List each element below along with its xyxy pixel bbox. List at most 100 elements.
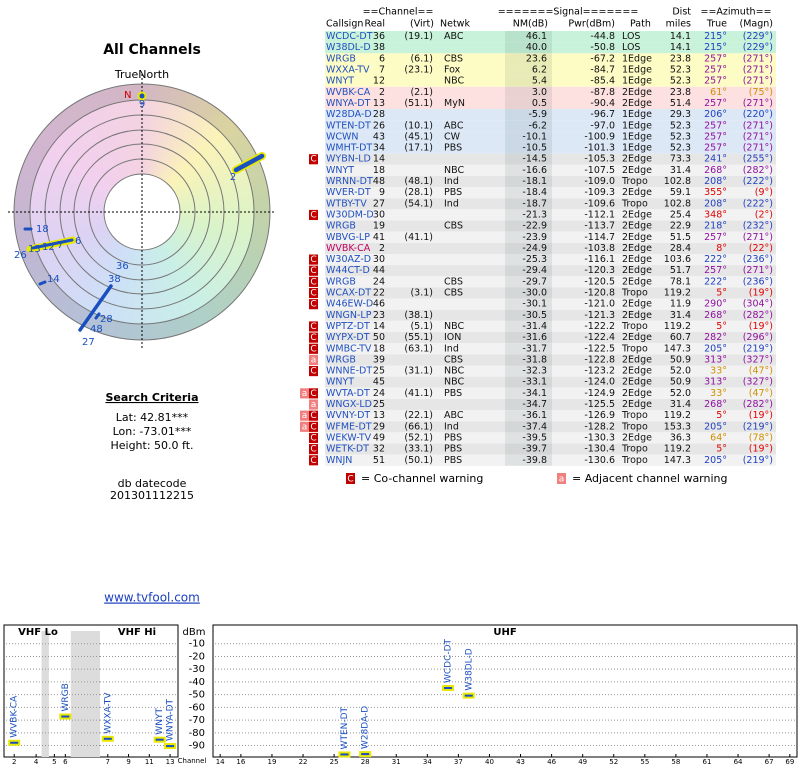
cell-real: 41 xyxy=(373,232,385,243)
cell-nm: -16.6 xyxy=(522,165,547,176)
cell-magn: (19°) xyxy=(749,410,773,421)
cell-netwk: PBS xyxy=(444,388,462,399)
cell-real: 39 xyxy=(373,354,385,365)
cell-pwr: -85.4 xyxy=(590,76,615,87)
cell-nm: 23.6 xyxy=(526,53,547,64)
row-background xyxy=(325,231,776,243)
cell-virt: (2.1) xyxy=(410,87,433,98)
x-tick-label: 6 xyxy=(63,758,68,766)
row-background xyxy=(325,421,776,433)
cell-callsign: W30AZ-D xyxy=(326,254,371,265)
cell-callsign: WCWN xyxy=(326,131,359,142)
cell-real: 26 xyxy=(373,120,385,131)
cell-az: 290° xyxy=(704,299,727,310)
cell-dist: 52.3 xyxy=(670,143,691,154)
signal-marker xyxy=(101,735,114,742)
db-value: 201301112215 xyxy=(110,489,194,502)
row-background xyxy=(325,164,776,176)
warning-flag-text: C xyxy=(310,277,316,287)
row-background xyxy=(325,120,776,132)
nm-column-shade xyxy=(505,309,552,321)
cell-dist: 147.3 xyxy=(664,343,691,354)
cell-magn: (304°) xyxy=(743,299,773,310)
cell-path: 2Edge xyxy=(622,399,652,410)
cell-virt: (3.1) xyxy=(410,288,433,299)
x-tick-label: 5 xyxy=(52,758,56,766)
cell-dist: 52.3 xyxy=(670,131,691,142)
cell-real: 14 xyxy=(373,154,385,165)
cell-path: 2Edge xyxy=(622,388,652,399)
cell-virt: (33.1) xyxy=(404,444,433,455)
cell-nm: -32.3 xyxy=(522,366,547,377)
search-title: Search Criteria xyxy=(105,391,198,404)
site-link[interactable]: www.tvfool.com xyxy=(104,591,200,605)
cell-path: 2Edge xyxy=(622,377,652,388)
marker-label: WRGB xyxy=(61,683,71,711)
warning-flag xyxy=(300,388,309,399)
cell-path: Tropo xyxy=(621,444,648,455)
cell-magn: (19°) xyxy=(749,288,773,299)
cell-dist: 102.8 xyxy=(664,176,691,187)
cell-callsign: WNYA-DT xyxy=(326,98,371,109)
cell-az: 268° xyxy=(704,310,727,321)
cell-virt: (50.1) xyxy=(404,455,433,466)
cell-az: 218° xyxy=(704,221,727,232)
y-tick-label: -50 xyxy=(189,690,205,701)
warning-flag-text: C xyxy=(310,433,316,443)
warning-flag-text: C xyxy=(310,445,316,455)
cell-az: 257° xyxy=(704,53,727,64)
nm-column-shade xyxy=(505,231,552,243)
warning-flag-text: C xyxy=(310,155,316,165)
column-header: (Magn) xyxy=(740,19,773,30)
x-tick-label: 7 xyxy=(106,758,110,766)
row-background xyxy=(325,265,776,277)
marker-label: WXXA-TV xyxy=(103,692,113,734)
cell-path: 2Edge xyxy=(622,221,652,232)
cell-real: 27 xyxy=(373,198,385,209)
cell-real: 50 xyxy=(373,332,385,343)
nm-column-shade xyxy=(505,254,552,266)
cell-callsign: WTEN-DT xyxy=(326,120,371,131)
marker-label: W38DL-D xyxy=(464,648,474,690)
warning-flag xyxy=(309,265,318,276)
x-tick-label: 55 xyxy=(640,758,649,766)
cell-pwr: -124.9 xyxy=(584,388,615,399)
x-tick-label: 49 xyxy=(578,758,587,766)
cell-dist: 31.4 xyxy=(670,310,691,321)
row-background xyxy=(325,365,776,377)
cell-path: 2Edge xyxy=(622,354,652,365)
nm-column-shade xyxy=(505,354,552,366)
cell-dist: 52.3 xyxy=(670,76,691,87)
cell-real: 24 xyxy=(373,388,385,399)
cell-virt: (48.1) xyxy=(404,176,433,187)
cell-netwk: NBC xyxy=(444,377,464,388)
cell-dist: 14.1 xyxy=(670,42,691,53)
cell-az: 5° xyxy=(716,410,727,421)
section-name: UHF xyxy=(493,627,516,638)
cell-pwr: -100.9 xyxy=(584,131,615,142)
warning-flag xyxy=(309,287,318,299)
station-label: 13 xyxy=(28,244,41,255)
cell-pwr: -109.0 xyxy=(584,176,615,187)
cell-pwr: -44.8 xyxy=(590,31,615,42)
section-name: VHF Hi xyxy=(118,627,156,638)
nm-column-shade xyxy=(505,398,552,411)
cell-magn: (271°) xyxy=(743,65,773,76)
cell-magn: (271°) xyxy=(743,232,773,243)
cell-magn: (282°) xyxy=(743,399,773,410)
row-background xyxy=(325,254,776,266)
cell-az: 257° xyxy=(704,265,727,276)
warning-flag xyxy=(309,332,318,343)
cell-netwk: ABC xyxy=(444,31,464,42)
warning-flag xyxy=(309,432,318,444)
cell-magn: (271°) xyxy=(743,98,773,109)
cell-netwk: CW xyxy=(444,131,461,142)
signal-marker xyxy=(442,685,455,692)
cell-pwr: -122.2 xyxy=(584,321,615,332)
cell-callsign: WEKW-TV xyxy=(326,432,372,443)
cell-nm: 6.2 xyxy=(532,65,547,76)
warning-flag-text: C xyxy=(310,322,316,332)
cell-az: 222° xyxy=(704,254,727,265)
cell-dist: 50.9 xyxy=(670,377,691,388)
x-tick-label: 25 xyxy=(330,758,339,766)
